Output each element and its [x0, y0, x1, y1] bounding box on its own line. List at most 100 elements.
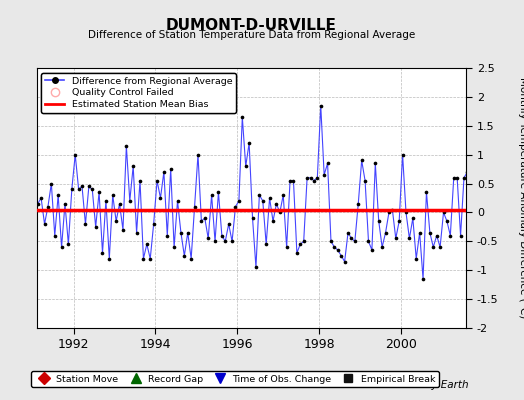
Point	[146, 256, 155, 262]
Point	[214, 189, 223, 196]
Point	[398, 152, 407, 158]
Point	[391, 235, 400, 242]
Text: Difference of Station Temperature Data from Regional Average: Difference of Station Temperature Data f…	[88, 30, 415, 40]
Point	[231, 204, 239, 210]
Point	[43, 204, 52, 210]
Point	[463, 169, 472, 175]
Point	[422, 189, 431, 196]
Y-axis label: Monthly Temperature Anomaly Difference (°C): Monthly Temperature Anomaly Difference (…	[518, 77, 524, 319]
Point	[126, 198, 134, 204]
Point	[40, 221, 49, 227]
Point	[412, 256, 420, 262]
Point	[252, 264, 260, 270]
Point	[108, 192, 117, 198]
Point	[248, 215, 257, 222]
Point	[34, 200, 42, 207]
Point	[122, 143, 130, 149]
Point	[385, 209, 393, 216]
Point	[334, 247, 342, 253]
Point	[361, 178, 369, 184]
Point	[221, 238, 230, 244]
Legend: Difference from Regional Average, Quality Control Failed, Estimated Station Mean: Difference from Regional Average, Qualit…	[41, 73, 236, 113]
Point	[187, 256, 195, 262]
Text: Berkeley Earth: Berkeley Earth	[392, 380, 469, 390]
Point	[327, 238, 335, 244]
Point	[112, 218, 121, 224]
Point	[30, 192, 38, 198]
Point	[289, 178, 298, 184]
Point	[258, 198, 267, 204]
Point	[61, 200, 69, 207]
Point	[37, 195, 45, 201]
Point	[460, 174, 468, 181]
Point	[149, 221, 158, 227]
Point	[364, 238, 373, 244]
Point	[276, 209, 284, 216]
Point	[436, 244, 444, 250]
Point	[78, 183, 86, 190]
Point	[167, 166, 175, 172]
Point	[71, 152, 80, 158]
Point	[201, 215, 209, 222]
Point	[279, 192, 288, 198]
Point	[58, 244, 66, 250]
Point	[375, 218, 383, 224]
Point	[378, 244, 386, 250]
Point	[272, 200, 281, 207]
Point	[456, 232, 465, 239]
Point	[163, 232, 171, 239]
Point	[245, 140, 253, 146]
Point	[296, 241, 304, 248]
Point	[310, 178, 318, 184]
Point	[320, 172, 329, 178]
Point	[74, 186, 83, 192]
Point	[351, 238, 359, 244]
Point	[177, 230, 185, 236]
Point	[439, 209, 447, 216]
Point	[180, 252, 189, 259]
Point	[450, 174, 458, 181]
Point	[405, 235, 413, 242]
Point	[160, 169, 168, 175]
Point	[228, 238, 236, 244]
Point	[208, 192, 216, 198]
Point	[371, 160, 379, 166]
Point	[443, 218, 451, 224]
Point	[341, 258, 349, 265]
Point	[105, 256, 114, 262]
Point	[153, 178, 161, 184]
Point	[235, 198, 243, 204]
Point	[282, 244, 291, 250]
Point	[133, 230, 141, 236]
Point	[255, 192, 264, 198]
Point	[330, 244, 339, 250]
Point	[211, 238, 219, 244]
Point	[300, 238, 308, 244]
Point	[337, 252, 345, 259]
Point	[429, 244, 438, 250]
Point	[293, 250, 301, 256]
Point	[95, 189, 103, 196]
Point	[323, 160, 332, 166]
Point	[173, 198, 182, 204]
Point	[286, 178, 294, 184]
Text: DUMONT-D-URVILLE: DUMONT-D-URVILLE	[166, 18, 337, 33]
Point	[194, 152, 202, 158]
Point	[354, 200, 363, 207]
Point	[136, 178, 144, 184]
Point	[99, 250, 107, 256]
Point	[119, 226, 127, 233]
Point	[102, 198, 110, 204]
Point	[453, 174, 461, 181]
Point	[262, 241, 270, 248]
Point	[381, 230, 390, 236]
Point	[402, 209, 410, 216]
Point	[47, 180, 56, 187]
Point	[368, 247, 376, 253]
Point	[357, 157, 366, 164]
Point	[183, 230, 192, 236]
Point	[92, 224, 100, 230]
Point	[156, 195, 165, 201]
Point	[129, 163, 137, 170]
Point	[190, 204, 199, 210]
